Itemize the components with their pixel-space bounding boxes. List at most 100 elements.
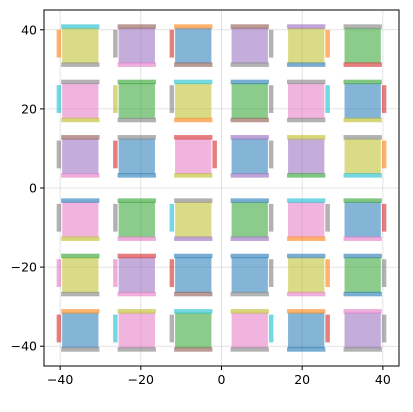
grid-lines [44,10,399,366]
cell-fill [344,83,381,119]
cell-top-bar [61,309,100,314]
cell-bottom-bar [61,291,100,297]
cell-bottom-bar [117,117,156,123]
cell-bottom-bar [343,291,382,297]
cell-left-bar [113,259,118,287]
cell-bottom-bar [61,347,100,352]
cell-15 [174,135,217,178]
cell-36 [343,309,387,352]
cell-top-bar [343,79,382,85]
cell-bottom-bar [117,62,156,67]
cell-fill [288,27,325,64]
cell-bottom-bar [117,236,156,241]
cell-fill [175,138,212,175]
cell-top-bar [287,309,326,314]
cell-14 [113,135,156,178]
cell-28 [230,253,274,297]
cell-25 [56,253,100,297]
cell-right-bar [325,314,330,343]
cell-2 [113,24,156,67]
cell-top-bar [230,198,269,203]
cell-fill [62,201,99,238]
cell-right-bar [268,29,274,58]
cell-bottom-bar [230,347,269,352]
cell-fill [344,312,381,349]
cell-top-bar [61,253,100,259]
cell-35 [287,309,330,352]
cell-fill [62,83,99,119]
cell-top-bar [343,198,382,203]
cell-top-bar [117,135,156,140]
cell-top-bar [230,253,269,259]
cell-bottom-bar [343,236,382,241]
cell-fill [288,138,325,175]
cell-bottom-bar [117,173,156,178]
cell-bottom-bar [174,291,213,297]
y-tick-label: −40 [11,339,37,354]
cell-bottom-bar [61,173,100,178]
cell-top-bar [174,135,213,140]
cell-bottom-bar [61,117,100,123]
cell-top-bar [61,198,100,203]
cell-fill [231,138,268,175]
cell-fill [118,138,155,175]
cell-left-bar [113,203,118,232]
cell-fill [344,257,381,293]
cell-left-bar [169,203,175,232]
cell-20 [113,198,156,241]
cell-left-bar [169,85,175,113]
x-ticks: −40 −20 0 20 40 [47,366,391,387]
cell-4 [230,24,274,67]
cell-24 [343,198,387,241]
cell-left-bar [113,314,118,343]
cell-top-bar [61,24,100,29]
cell-29 [287,253,330,297]
cell-right-bar [381,203,387,232]
cell-bottom-bar [230,173,269,178]
cell-22 [230,198,274,241]
cell-top-bar [61,79,100,85]
cell-fill [62,257,99,293]
cell-fill [288,83,325,119]
x-tick-label: 20 [294,372,310,387]
cell-left-bar [56,140,62,169]
cell-left-bar [56,203,62,232]
cell-bottom-bar [343,173,382,178]
cell-fill [288,312,325,349]
y-tick-label: −20 [11,260,37,275]
y-ticks: −40 −20 0 20 40 [11,22,44,354]
cell-right-bar [268,259,274,287]
cell-top-bar [117,309,156,314]
cell-bottom-bar [174,347,213,352]
cell-left-bar [169,259,175,287]
cell-top-bar [117,79,156,85]
cell-bottom-bar [174,62,213,67]
cell-fill [175,257,212,293]
cell-26 [113,253,156,297]
y-tick-label: 40 [21,22,37,37]
cell-fill [118,312,155,349]
cell-left-bar [56,85,62,113]
cell-19 [56,198,100,241]
cell-fill [344,27,381,64]
cell-7 [56,79,100,123]
x-tick-label: 40 [375,372,391,387]
cell-fill [118,201,155,238]
cell-3 [169,24,213,67]
cell-left-bar [113,85,118,113]
cell-left-bar [56,259,62,287]
cell-8 [113,79,156,123]
cell-fill [288,201,325,238]
cell-top-bar [174,309,213,314]
y-tick-label: 20 [21,101,37,116]
cell-bottom-bar [230,62,269,67]
cell-fill [231,27,268,64]
cell-top-bar [343,309,382,314]
cell-bottom-bar [343,62,382,67]
cell-30 [343,253,387,297]
cell-bottom-bar [230,117,269,123]
cell-1 [56,24,100,67]
cell-bottom-bar [287,62,326,67]
cell-right-bar [268,85,274,113]
